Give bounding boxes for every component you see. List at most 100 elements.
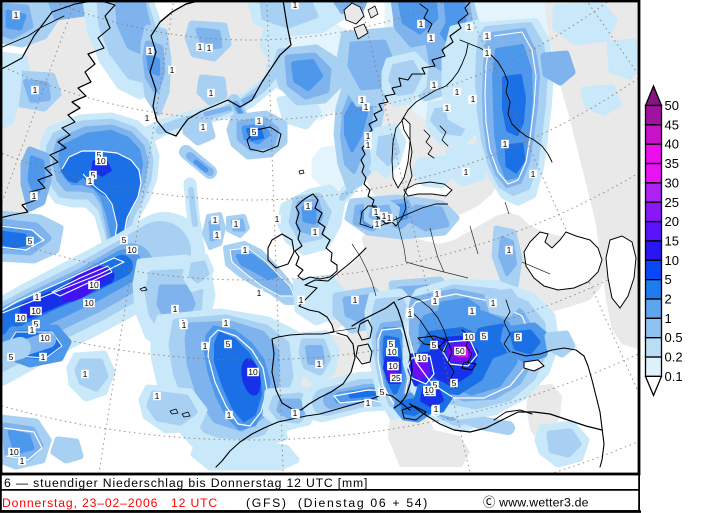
- svg-text:1: 1: [30, 325, 35, 335]
- svg-text:0.5: 0.5: [665, 330, 683, 345]
- svg-text:Ⓒ www.wetter3.de: Ⓒ www.wetter3.de: [483, 496, 589, 510]
- svg-text:10: 10: [31, 306, 41, 316]
- svg-text:1: 1: [224, 318, 229, 328]
- svg-text:5: 5: [433, 380, 438, 390]
- svg-text:1: 1: [83, 369, 88, 379]
- svg-text:10: 10: [16, 313, 26, 323]
- svg-text:10: 10: [665, 253, 679, 268]
- svg-text:10: 10: [424, 385, 434, 395]
- svg-text:10: 10: [9, 447, 19, 457]
- svg-text:1: 1: [432, 80, 437, 90]
- svg-text:1: 1: [275, 214, 280, 224]
- svg-text:1: 1: [313, 227, 318, 237]
- svg-text:1: 1: [299, 295, 304, 305]
- svg-text:1: 1: [155, 391, 160, 401]
- svg-text:1: 1: [467, 22, 472, 32]
- svg-text:5: 5: [226, 339, 231, 349]
- svg-text:1: 1: [445, 103, 450, 113]
- svg-text:25: 25: [391, 373, 401, 383]
- svg-text:1: 1: [145, 113, 150, 123]
- svg-text:5: 5: [516, 332, 521, 342]
- svg-text:1: 1: [293, 408, 298, 418]
- svg-text:6 — stuendiger Niederschlag bi: 6 — stuendiger Niederschlag bis Donnerst…: [4, 476, 368, 490]
- svg-text:1: 1: [382, 211, 387, 221]
- svg-text:1: 1: [455, 87, 460, 97]
- svg-text:1: 1: [243, 245, 248, 255]
- svg-text:10: 10: [417, 353, 427, 363]
- svg-text:1: 1: [366, 398, 371, 408]
- svg-text:1: 1: [257, 288, 262, 298]
- svg-text:1: 1: [234, 219, 239, 229]
- svg-text:10: 10: [84, 298, 94, 308]
- svg-text:1: 1: [306, 201, 311, 211]
- svg-text:10: 10: [387, 347, 397, 357]
- svg-text:10: 10: [127, 245, 137, 255]
- svg-text:10: 10: [96, 156, 106, 166]
- svg-text:1: 1: [419, 19, 424, 29]
- svg-text:1: 1: [35, 292, 40, 302]
- svg-text:1: 1: [387, 213, 392, 223]
- svg-text:1: 1: [485, 48, 490, 58]
- svg-text:5: 5: [91, 170, 96, 180]
- svg-text:1: 1: [366, 140, 371, 150]
- svg-text:1: 1: [41, 352, 46, 362]
- svg-text:1: 1: [429, 33, 434, 43]
- svg-text:10: 10: [388, 361, 398, 371]
- svg-text:1: 1: [209, 88, 214, 98]
- svg-text:5: 5: [380, 387, 385, 397]
- svg-text:1: 1: [317, 359, 322, 369]
- svg-text:1: 1: [213, 215, 218, 225]
- svg-text:10: 10: [40, 333, 50, 343]
- svg-text:5: 5: [252, 127, 257, 137]
- svg-text:10: 10: [248, 367, 258, 377]
- svg-text:1: 1: [203, 341, 208, 351]
- svg-text:1: 1: [408, 309, 413, 319]
- svg-text:1: 1: [207, 43, 212, 53]
- svg-text:1: 1: [173, 304, 178, 314]
- svg-text:1: 1: [201, 122, 206, 132]
- svg-text:5: 5: [9, 352, 14, 362]
- svg-text:Donnerstag, 23–02–2006 12 UT: Donnerstag, 23–02–2006 12 UTC: [2, 496, 218, 510]
- svg-text:25: 25: [665, 195, 679, 210]
- svg-text:1: 1: [435, 289, 440, 299]
- svg-text:1: 1: [353, 295, 358, 305]
- svg-text:5: 5: [482, 331, 487, 341]
- svg-text:1: 1: [464, 167, 469, 177]
- svg-text:15: 15: [665, 233, 679, 248]
- svg-text:1: 1: [366, 131, 371, 141]
- svg-text:5: 5: [665, 272, 672, 287]
- svg-text:5: 5: [452, 378, 457, 388]
- svg-text:1: 1: [503, 139, 508, 149]
- svg-text:1: 1: [433, 296, 438, 306]
- svg-text:1: 1: [148, 46, 153, 56]
- svg-text:5: 5: [122, 235, 127, 245]
- svg-text:1: 1: [434, 404, 439, 414]
- svg-text:0.1: 0.1: [665, 369, 683, 384]
- svg-text:1: 1: [375, 219, 380, 229]
- svg-text:0.2: 0.2: [665, 350, 683, 365]
- svg-text:5: 5: [389, 339, 394, 349]
- svg-text:(GFS) (Dienstag 06 + 54): (GFS) (Dienstag 06 + 54): [246, 496, 429, 510]
- svg-text:1: 1: [170, 65, 175, 75]
- svg-text:1: 1: [20, 456, 25, 466]
- svg-text:20: 20: [665, 214, 679, 229]
- svg-text:1: 1: [32, 191, 37, 201]
- svg-text:1: 1: [374, 207, 379, 217]
- svg-text:35: 35: [665, 156, 679, 171]
- svg-text:1: 1: [364, 102, 369, 112]
- svg-text:2: 2: [665, 292, 672, 307]
- svg-text:5: 5: [34, 319, 39, 329]
- svg-text:40: 40: [665, 137, 679, 152]
- svg-text:1: 1: [227, 410, 232, 420]
- svg-text:5: 5: [28, 236, 33, 246]
- svg-text:1: 1: [14, 10, 19, 20]
- svg-text:1: 1: [182, 320, 187, 330]
- svg-text:1: 1: [198, 42, 203, 52]
- svg-text:5: 5: [432, 340, 437, 350]
- svg-text:10: 10: [89, 280, 99, 290]
- svg-text:1: 1: [257, 116, 262, 126]
- svg-text:1: 1: [470, 306, 475, 316]
- svg-text:1: 1: [507, 245, 512, 255]
- svg-text:1: 1: [215, 230, 220, 240]
- svg-text:5: 5: [97, 150, 102, 160]
